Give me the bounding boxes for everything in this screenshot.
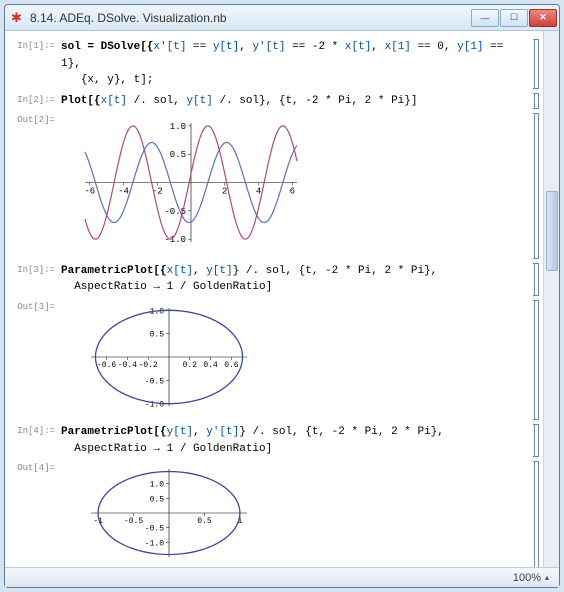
svg-text:0.5: 0.5	[170, 150, 186, 160]
app-window: ✱ 8.14. ADEq. DSolve. Visualization.nb —…	[4, 4, 560, 588]
cell-label: Out[3]=	[15, 300, 55, 312]
notebook-body[interactable]: In[1]:= sol = DSolve[{x'[t] == y[t], y'[…	[5, 31, 543, 567]
parametric-plot-2: -1-0.50.51-1.0-0.50.51.0	[61, 463, 251, 563]
svg-text:0.5: 0.5	[150, 495, 165, 504]
svg-text:0.5: 0.5	[197, 517, 212, 526]
maximize-button[interactable]: ☐	[500, 9, 528, 27]
cell-input[interactable]: sol = DSolve[{x'[t] == y[t], y'[t] == -2…	[55, 39, 539, 89]
scrollbar-thumb[interactable]	[546, 191, 558, 271]
svg-text:0.5: 0.5	[150, 330, 165, 339]
mathematica-icon: ✱	[11, 11, 25, 25]
window-buttons: — ☐ ✕	[471, 9, 557, 27]
cell-label: Out[4]=	[15, 461, 55, 473]
statusbar: 100% ▴	[5, 567, 559, 587]
vertical-scrollbar[interactable]	[543, 31, 559, 567]
cell-input[interactable]: ParametricPlot[{y[t], y'[t]} /. sol, {t,…	[55, 424, 539, 457]
svg-text:0.2: 0.2	[183, 361, 198, 370]
cell-bracket[interactable]	[533, 263, 539, 296]
window-title: 8.14. ADEq. DSolve. Visualization.nb	[30, 11, 471, 25]
cell-input[interactable]: ParametricPlot[{x[t], y[t]} /. sol, {t, …	[55, 263, 539, 296]
svg-text:1.0: 1.0	[170, 122, 186, 132]
line-plot: -6-4-2246-1.0-0.50.51.0	[61, 115, 301, 250]
cell-output: -1-0.50.51-1.0-0.50.51.0	[55, 461, 539, 567]
cell-label: In[2]:=	[15, 93, 55, 105]
svg-text:6: 6	[290, 187, 295, 197]
zoom-dropdown-icon[interactable]: ▴	[545, 573, 549, 582]
cell-out4: Out[4]= -1-0.50.51-1.0-0.50.51.0	[15, 461, 539, 567]
titlebar[interactable]: ✱ 8.14. ADEq. DSolve. Visualization.nb —…	[5, 5, 559, 31]
cell-bracket[interactable]	[533, 39, 539, 89]
svg-text:0.6: 0.6	[224, 361, 239, 370]
cell-bracket[interactable]	[533, 424, 539, 457]
svg-text:2: 2	[222, 187, 227, 197]
svg-text:-0.4: -0.4	[118, 361, 137, 370]
svg-text:-0.5: -0.5	[124, 517, 143, 526]
svg-text:0.4: 0.4	[203, 361, 218, 370]
cell-bracket[interactable]	[533, 300, 539, 421]
svg-text:-0.6: -0.6	[97, 361, 116, 370]
zoom-level[interactable]: 100%	[513, 572, 541, 584]
cell-bracket[interactable]	[533, 113, 539, 259]
close-button[interactable]: ✕	[529, 9, 557, 27]
cell-label: In[3]:=	[15, 263, 55, 275]
svg-text:-0.5: -0.5	[145, 377, 164, 386]
cell-in2[interactable]: In[2]:= Plot[{x[t] /. sol, y[t] /. sol},…	[15, 93, 539, 110]
svg-text:4: 4	[256, 187, 261, 197]
svg-text:-0.5: -0.5	[145, 525, 164, 534]
minimize-button[interactable]: —	[471, 9, 499, 27]
svg-text:1.0: 1.0	[150, 481, 165, 490]
cell-in4[interactable]: In[4]:= ParametricPlot[{y[t], y'[t]} /. …	[15, 424, 539, 457]
cell-input[interactable]: Plot[{x[t] /. sol, y[t] /. sol}, {t, -2 …	[55, 93, 539, 110]
cell-bracket[interactable]	[533, 93, 539, 110]
cell-output: -0.6-0.4-0.20.20.40.6-1.0-0.50.51.0	[55, 300, 539, 421]
content-area: In[1]:= sol = DSolve[{x'[t] == y[t], y'[…	[5, 31, 559, 567]
parametric-plot-1: -0.6-0.4-0.20.20.40.6-1.0-0.50.51.0	[61, 302, 251, 412]
svg-text:-1.0: -1.0	[145, 539, 164, 548]
cell-bracket[interactable]	[533, 461, 539, 567]
cell-out3: Out[3]= -0.6-0.4-0.20.20.40.6-1.0-0.50.5…	[15, 300, 539, 421]
cell-label: Out[2]=	[15, 113, 55, 125]
svg-text:-4: -4	[118, 187, 129, 197]
svg-text:-0.2: -0.2	[139, 361, 158, 370]
cell-in1[interactable]: In[1]:= sol = DSolve[{x'[t] == y[t], y'[…	[15, 39, 539, 89]
cell-out2: Out[2]= -6-4-2246-1.0-0.50.51.0	[15, 113, 539, 259]
cell-output: -6-4-2246-1.0-0.50.51.0	[55, 113, 539, 259]
cell-in3[interactable]: In[3]:= ParametricPlot[{x[t], y[t]} /. s…	[15, 263, 539, 296]
cell-label: In[4]:=	[15, 424, 55, 436]
svg-text:-6: -6	[84, 187, 95, 197]
svg-text:-1.0: -1.0	[164, 235, 186, 245]
cell-label: In[1]:=	[15, 39, 55, 51]
